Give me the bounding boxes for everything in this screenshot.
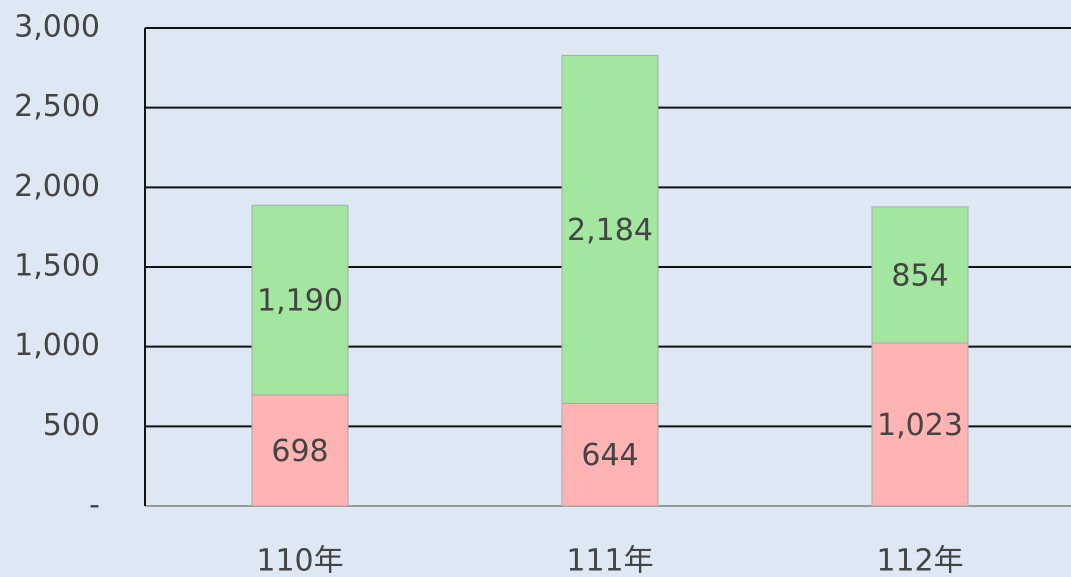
x-tick-label: 110年 bbox=[256, 544, 343, 577]
bar-segment bbox=[561, 402, 659, 507]
bar-segment bbox=[251, 394, 349, 507]
data-label: 1,190 bbox=[257, 283, 343, 318]
data-label: 698 bbox=[271, 434, 328, 469]
x-tick-label: 112年 bbox=[876, 544, 963, 577]
y-tick-label: 2,500 bbox=[14, 89, 100, 124]
bar-segment bbox=[561, 54, 659, 404]
data-label: 2,184 bbox=[567, 213, 653, 248]
data-label: 854 bbox=[891, 258, 948, 293]
y-tick-label: 2,000 bbox=[14, 169, 100, 204]
y-tick-label: - bbox=[89, 488, 100, 523]
bar-segment bbox=[251, 204, 349, 396]
y-tick-label: 1,500 bbox=[14, 249, 100, 284]
bar-segment bbox=[871, 206, 969, 344]
y-tick-label: 3,000 bbox=[14, 10, 100, 45]
y-tick-label: 1,000 bbox=[14, 328, 100, 363]
data-label: 644 bbox=[581, 438, 638, 473]
data-label: 1,023 bbox=[877, 408, 963, 443]
x-tick-label: 111年 bbox=[566, 544, 653, 577]
y-tick-label: 500 bbox=[43, 408, 100, 443]
bar-segment bbox=[871, 342, 969, 507]
